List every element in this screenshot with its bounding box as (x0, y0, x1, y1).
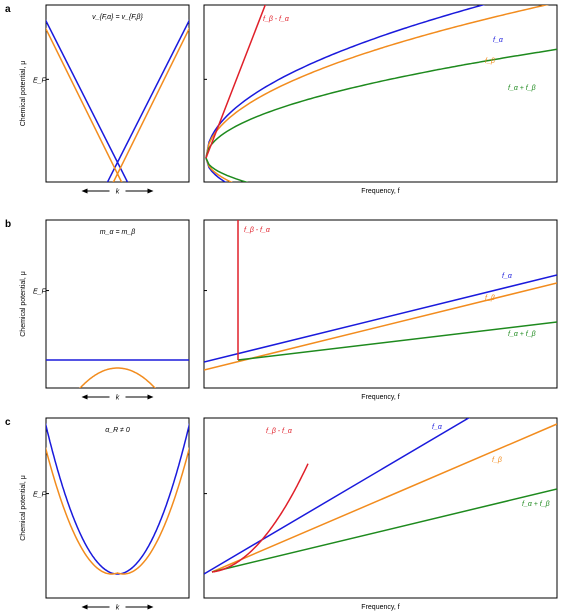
curve-f-alpha (205, 5, 486, 159)
band-beta-right (112, 27, 189, 182)
band-alpha-right (106, 19, 189, 182)
label-f-alpha: f_α (432, 424, 443, 431)
y-axis-label: Chemical potential, μ (20, 475, 27, 541)
label-f-beta: f_β (485, 295, 495, 302)
curve-f-diff (211, 463, 309, 573)
k-arrowhead-right (147, 188, 154, 194)
frequency-curves (204, 418, 557, 575)
label-f-diff: f_β - f_α (244, 227, 271, 234)
k-arrowhead-left (81, 604, 88, 610)
curve-f-beta (204, 282, 557, 371)
label-f-beta: f_β (492, 457, 502, 464)
axes-frame (203, 417, 558, 599)
x-axis-label: Frequency, f (361, 604, 399, 611)
x-axis-label: Frequency, f (361, 394, 399, 401)
curve-f-sum (205, 48, 557, 159)
k-axis-label: k (116, 395, 120, 402)
label-f-sum: f_α + f_β (508, 331, 536, 338)
ef-tick-label: E_F (33, 492, 47, 499)
label-f-alpha: f_α (502, 273, 513, 280)
axes-frame (203, 219, 558, 389)
curve-f-alpha-lower (205, 157, 227, 182)
band-alpha-left (46, 19, 129, 182)
label-f-diff: f_β - f_α (266, 428, 293, 435)
curve-f-beta (205, 5, 550, 159)
k-arrowhead-left (81, 394, 88, 400)
band-structure-plot: Chemical potential, μ E_Fk m_α = m_β (20, 219, 190, 402)
curve-f-alpha (204, 274, 557, 363)
band-beta (46, 446, 189, 575)
band-structure-plot: Chemical potential, μ E_Fk v_{F,α} = v_{F,… (20, 4, 190, 196)
axes-frame (45, 219, 190, 389)
curve-f-sum (211, 488, 557, 573)
y-axis-label: Chemical potential, μ (20, 271, 27, 337)
frequency-curves (205, 5, 557, 182)
frequency-plot: Frequency, f f_β - f_α f_α f_β f_α + f_β (203, 417, 558, 611)
frequency-plot: Frequency, f f_β - f_α f_α f_β f_α + f_β (203, 4, 558, 195)
band-structure-plot: Chemical potential, μ E_Fk α_R ≠ 0 (20, 417, 190, 612)
axes-frame (45, 4, 190, 183)
label-f-beta: f_β (485, 58, 495, 65)
axes-frame (45, 417, 190, 599)
panel-label: c (5, 417, 11, 428)
panel-annotation: m_α = m_β (100, 229, 135, 236)
panel-c: c Chemical potential, μ E_Fk α_R ≠ 0 Frequen… (5, 417, 558, 612)
axes-frame (203, 4, 558, 183)
curve-f-diff (205, 5, 267, 159)
panel-label: a (5, 4, 11, 15)
label-f-sum: f_α + f_β (508, 85, 536, 92)
ef-tick-label: E_F (33, 289, 47, 296)
panel-b: b Chemical potential, μ E_Fk m_α = m_β Frequ… (5, 219, 558, 402)
k-axis-label: k (116, 605, 120, 612)
curve-f-sum-lower (205, 157, 249, 182)
panel-a: a Chemical potential, μ E_Fk v_{F,α} = v_{F… (5, 4, 558, 196)
k-arrowhead-right (147, 394, 154, 400)
ef-tick-label: E_F (33, 77, 47, 84)
k-axis-label: k (116, 189, 120, 196)
band-curves (46, 359, 189, 388)
band-curves (46, 422, 189, 575)
band-beta (79, 367, 156, 388)
curve-f-alpha (204, 418, 471, 575)
label-f-diff: f_β - f_α (263, 16, 290, 23)
panel-annotation: α_R ≠ 0 (105, 427, 130, 434)
curve-f-beta (211, 423, 557, 573)
band-beta-left (46, 27, 123, 182)
k-arrowhead-right (147, 604, 154, 610)
frequency-plot: Frequency, f f_β - f_α f_α f_β f_α + f_β (203, 219, 558, 401)
frequency-curves (204, 220, 557, 371)
y-axis-label: Chemical potential, μ (20, 61, 27, 127)
panel-label: b (5, 219, 11, 230)
panel-annotation: v_{F,α} = v_{F,β} (92, 14, 143, 21)
curve-f-sum (237, 321, 557, 361)
band-curves (46, 19, 189, 182)
curve-f-beta-lower (205, 157, 233, 182)
band-alpha (46, 422, 189, 575)
x-axis-label: Frequency, f (361, 188, 399, 195)
k-arrowhead-left (81, 188, 88, 194)
label-f-alpha: f_α (493, 37, 504, 44)
label-f-sum: f_α + f_β (522, 501, 550, 508)
